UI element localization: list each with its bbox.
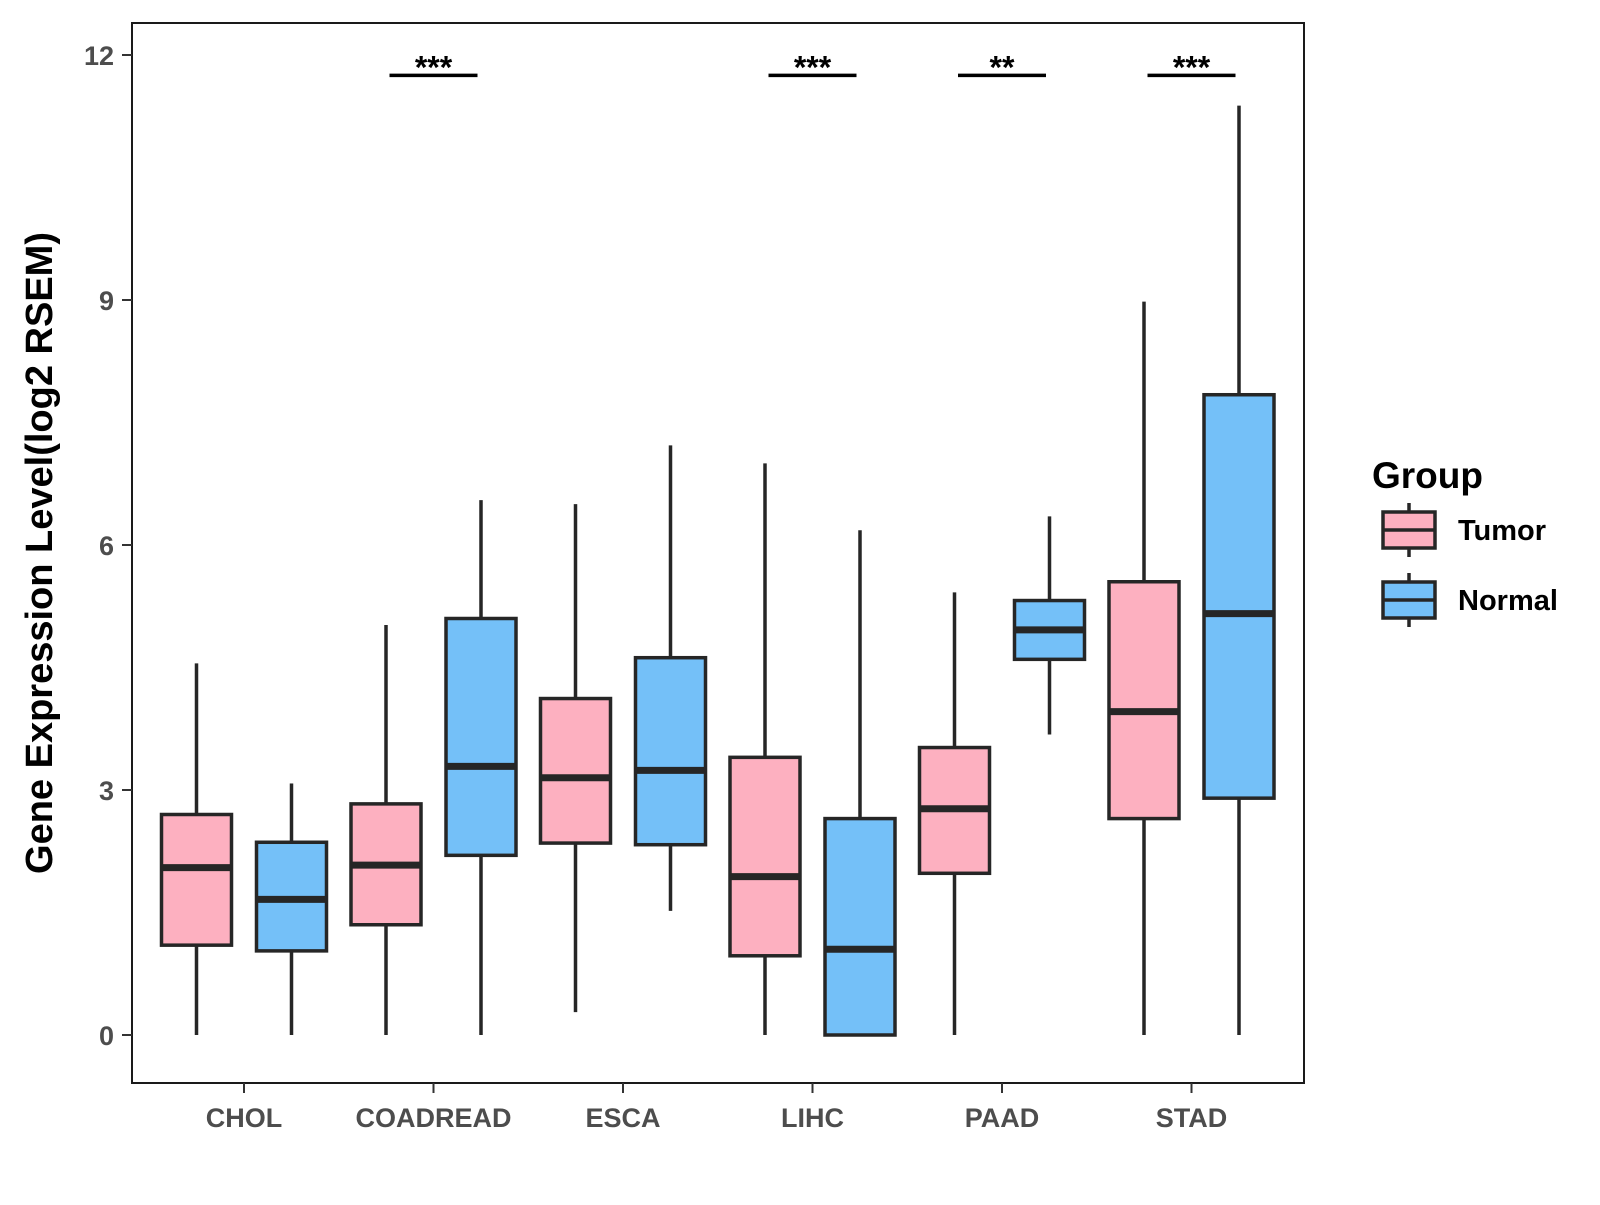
x-tick-label-stad: STAD <box>1156 1103 1228 1133</box>
legend-title: Group <box>1372 455 1483 496</box>
x-tick-label-esca: ESCA <box>585 1103 660 1133</box>
x-tick-label-lihc: LIHC <box>781 1103 844 1133</box>
marks-layer: *** *** ** *** <box>159 49 1276 1037</box>
y-tick-label-9: 9 <box>99 286 114 316</box>
y-tick-label-0: 0 <box>99 1021 114 1051</box>
box-esca-tumor <box>538 696 613 845</box>
significance-label-stad: *** <box>1173 49 1211 85</box>
significance-label-paad: ** <box>990 49 1015 85</box>
y-tick-label-6: 6 <box>99 531 114 561</box>
y-tick-label-3: 3 <box>99 776 114 806</box>
legend-label-normal: Normal <box>1458 585 1558 617</box>
box-esca-normal <box>633 655 708 847</box>
legend-label-tumor: Tumor <box>1458 515 1546 547</box>
box-chol-tumor <box>159 812 234 947</box>
box-stad-normal <box>1202 392 1276 800</box>
legend: Group Tumor Normal <box>1372 455 1558 627</box>
axes-layer: 0 3 6 9 12 CHOL COADREAD ESCA LIHC PAAD STAD <box>84 41 1227 1133</box>
x-tick-label-coadread: COADREAD <box>355 1103 511 1133</box>
plot-panel-border <box>131 22 1305 1084</box>
significance-label-coadread: *** <box>415 49 453 85</box>
y-axis-title: Gene Expression Level(log2 RSEM) <box>19 232 61 874</box>
box-lihc-tumor <box>728 755 802 958</box>
x-tick-label-chol: CHOL <box>206 1103 283 1133</box>
box-stad-tumor <box>1107 580 1181 821</box>
y-tick-label-12: 12 <box>84 41 114 71</box>
box-lihc-normal <box>823 816 897 1037</box>
x-tick-label-paad: PAAD <box>965 1103 1040 1133</box>
significance-label-lihc: *** <box>794 49 832 85</box>
box-coadread-normal <box>444 616 518 858</box>
